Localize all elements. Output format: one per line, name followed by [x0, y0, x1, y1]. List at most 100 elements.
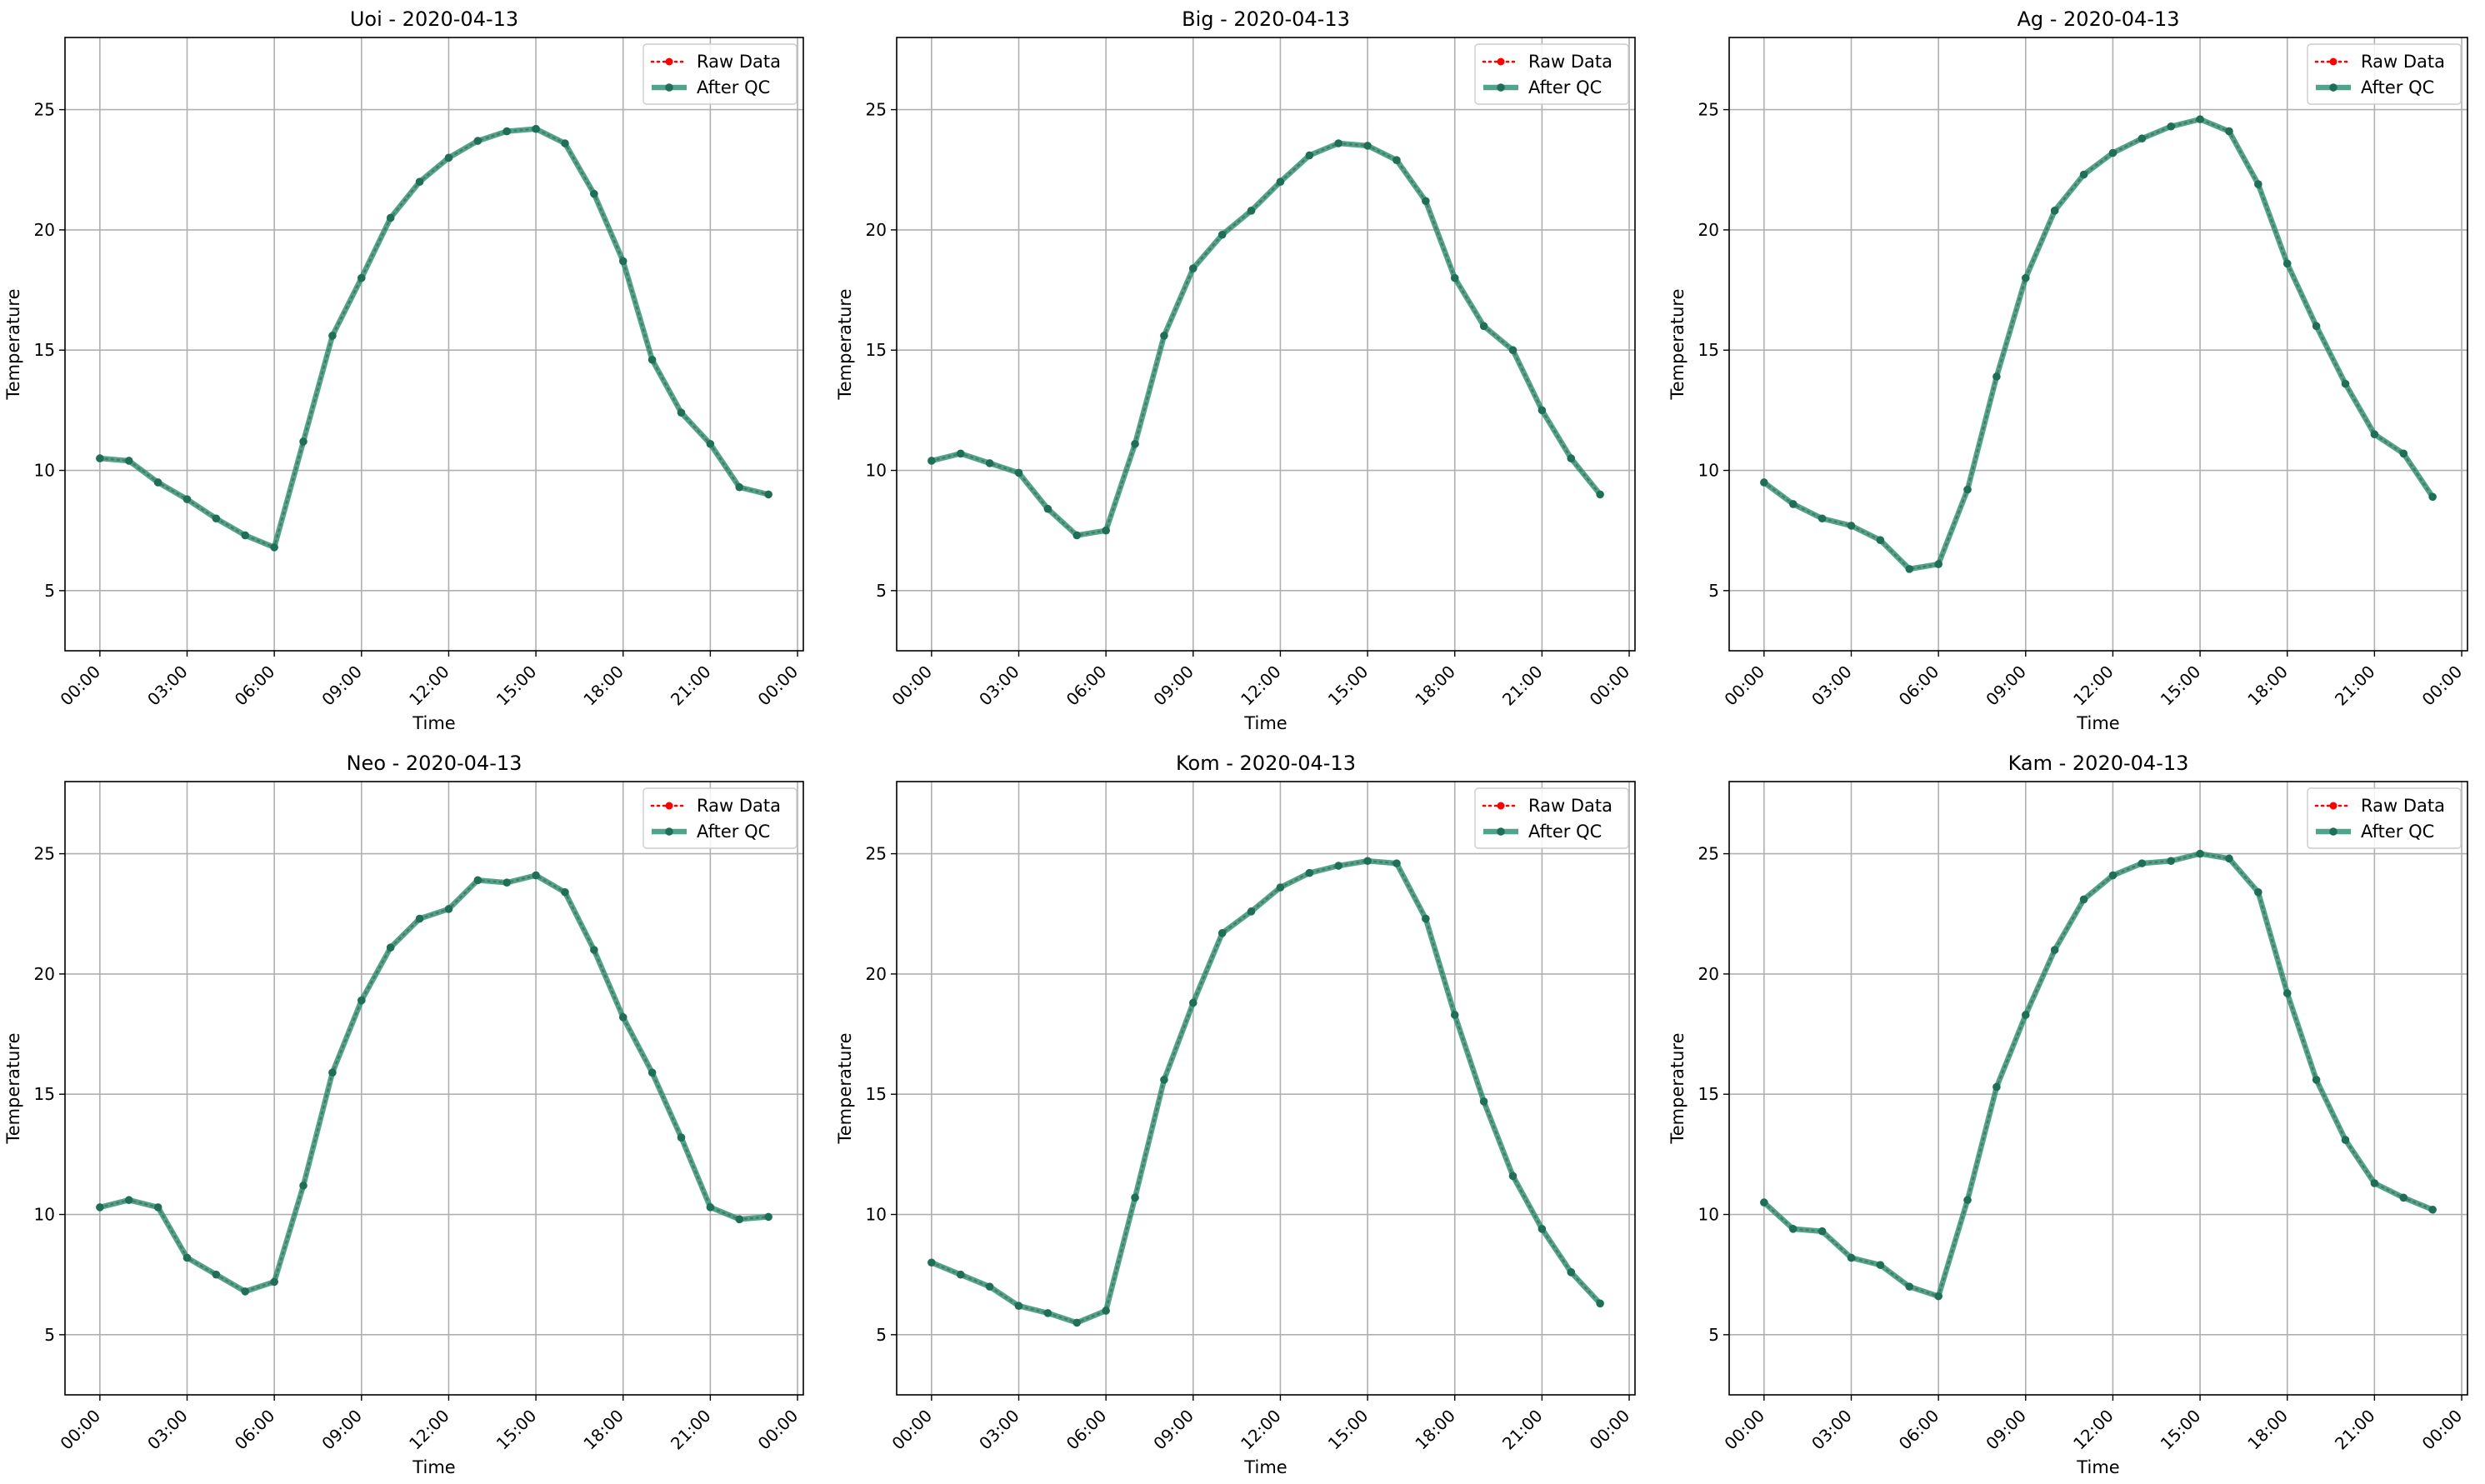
- chart-1-legend-qc-marker: [1497, 83, 1505, 92]
- chart-2-qc-point-15: [2196, 115, 2204, 123]
- chart-3-legend-raw-label: Raw Data: [697, 796, 781, 816]
- chart-3-qc-point-14: [502, 878, 512, 887]
- chart-5-qc-point-6: [1934, 1292, 1942, 1301]
- chart-4-qc-point-10: [1218, 929, 1227, 937]
- chart-0-ytick-label-1: 10: [34, 461, 55, 481]
- chart-1-title: Big - 2020-04-13: [1182, 7, 1350, 31]
- chart-5-qc-point-17: [2254, 887, 2262, 897]
- chart-2-xtick-label-2: 06:00: [1895, 662, 1943, 710]
- chart-3-xtick-label-5: 15:00: [492, 1406, 541, 1454]
- chart-1-ytick-label-0: 5: [876, 581, 887, 601]
- chart-4-xtick-label-4: 12:00: [1237, 1406, 1285, 1454]
- chart-0-qc-point-19: [648, 355, 657, 364]
- chart-1-ytick-label-4: 25: [866, 100, 887, 120]
- chart-3-qc-point-7: [299, 1182, 308, 1190]
- chart-5-title: Kam - 2020-04-13: [2008, 752, 2189, 775]
- chart-4-qc-point-17: [1422, 914, 1430, 923]
- chart-2-qc-point-11: [2079, 170, 2088, 179]
- chart-5-qc-point-11: [2079, 895, 2088, 904]
- chart-4-qc-point-18: [1450, 1011, 1459, 1019]
- chart-3-legend-qc-marker: [665, 827, 673, 836]
- chart-2-legend-qc-marker: [2329, 83, 2338, 92]
- chart-2-qc-point-17: [2254, 180, 2262, 188]
- chart-2-axes-frame: [1728, 37, 2468, 652]
- chart-0-qc-point-16: [561, 139, 569, 147]
- chart-4-qc-point-23: [1596, 1299, 1604, 1308]
- chart-5-xtick-label-4: 12:00: [2069, 1406, 2118, 1454]
- chart-2-xtick-label-6: 18:00: [2243, 662, 2292, 710]
- chart-3-ylabel: Temperature: [3, 1032, 23, 1144]
- chart-2-qc-point-7: [1963, 485, 1972, 494]
- chart-5-qc-point-12: [2108, 871, 2118, 880]
- chart-5-qc-point-3: [1847, 1253, 1856, 1262]
- chart-3: 00:00 03:00 06:00 09:00 12:00 15:00 18:00 21:00…: [3, 752, 804, 1477]
- chart-4-qc-point-11: [1247, 907, 1256, 916]
- chart-0-qc-point-1: [124, 457, 133, 465]
- chart-3-xtick-label-8: 00:00: [754, 1406, 802, 1454]
- chart-3-qc-point-12: [444, 905, 453, 913]
- chart-2-qc-point-22: [2399, 449, 2408, 458]
- chart-1-qc-point-13: [1305, 151, 1314, 160]
- chart-2-xlabel: Time: [2076, 713, 2119, 733]
- chart-0-xtick-label-4: 12:00: [405, 662, 453, 710]
- chart-5: 00:00 03:00 06:00 09:00 12:00 15:00 18:00 21:00…: [1668, 752, 2468, 1477]
- chart-3-xtick-label-2: 06:00: [231, 1406, 279, 1454]
- chart-3-qc-point-2: [153, 1203, 162, 1212]
- chart-1-qc-point-21: [1538, 406, 1547, 415]
- chart-3-ytick-label-3: 20: [34, 964, 55, 984]
- chart-1-xtick-label-7: 21:00: [1498, 662, 1547, 710]
- chart-0-xtick-label-2: 06:00: [231, 662, 279, 710]
- chart-0-ytick-label-3: 20: [34, 220, 55, 240]
- chart-1-xtick-label-0: 00:00: [888, 662, 936, 710]
- chart-2-qc-point-8: [1992, 372, 2001, 381]
- chart-4-xtick-label-6: 18:00: [1411, 1406, 1459, 1454]
- chart-1-qc-point-1: [956, 449, 965, 458]
- chart-2-xtick-label-3: 09:00: [1982, 662, 2030, 710]
- chart-3-qc-point-22: [735, 1215, 744, 1224]
- chart-5-series-raw-line: [1762, 852, 2434, 1298]
- chart-4-ytick-label-3: 20: [866, 964, 887, 984]
- chart-5-xtick-label-8: 00:00: [2418, 1406, 2467, 1454]
- chart-5-qc-point-14: [2167, 857, 2176, 866]
- chart-2-qc-point-20: [2341, 379, 2350, 388]
- chart-3-series-raw-line: [98, 874, 770, 1293]
- chart-4-qc-point-2: [985, 1282, 994, 1291]
- chart-4-ytick-label-2: 15: [866, 1084, 887, 1104]
- chart-0-qc-point-15: [532, 124, 540, 133]
- chart-1-qc-point-17: [1422, 197, 1430, 206]
- chart-2-qc-point-3: [1847, 522, 1856, 530]
- chart-3-qc-point-17: [590, 946, 598, 954]
- chart-4-legend-raw-label: Raw Data: [1528, 796, 1612, 816]
- chart-5-qc-point-4: [1876, 1261, 1885, 1269]
- chart-5-axes-frame: [1728, 781, 2468, 1396]
- chart-4-qc-point-21: [1538, 1225, 1547, 1233]
- chart-1-qc-point-12: [1276, 177, 1285, 186]
- chart-5-series-qc-line: [1761, 851, 2436, 1299]
- chart-2-qc-point-4: [1876, 536, 1885, 545]
- chart-5-qc-point-19: [2312, 1076, 2321, 1084]
- chart-2-qc-point-19: [2312, 322, 2321, 331]
- chart-0-xtick-label-6: 18:00: [579, 662, 628, 710]
- chart-0-qc-point-5: [241, 531, 250, 540]
- chart-4-legend: Raw Data After QC: [1474, 787, 1629, 849]
- chart-5-legend-raw-marker: [2329, 802, 2338, 810]
- chart-4-qc-point-4: [1043, 1309, 1052, 1317]
- chart-4-xtick-label-7: 21:00: [1498, 1406, 1547, 1454]
- chart-2-ytick-label-4: 25: [1698, 100, 1719, 120]
- chart-3-title: Neo - 2020-04-13: [347, 752, 522, 775]
- chart-0-legend: Raw Data After QC: [642, 43, 798, 105]
- chart-2-qc-point-18: [2282, 259, 2292, 268]
- chart-2-qc-point-5: [1905, 565, 1914, 573]
- chart-4-legend-qc-label: After QC: [1528, 822, 1602, 842]
- chart-3-qc-point-23: [764, 1212, 772, 1222]
- chart-1-qc-point-6: [1102, 526, 1110, 535]
- chart-3-qc-point-6: [270, 1277, 278, 1287]
- chart-1-legend: Raw Data After QC: [1474, 43, 1629, 105]
- chart-3-qc-point-21: [706, 1203, 715, 1212]
- chart-4-qc-point-14: [1334, 862, 1343, 870]
- chart-2-qc-point-12: [2108, 148, 2118, 157]
- chart-2-qc-point-2: [1818, 514, 1827, 523]
- chart-3-ytick-label-4: 25: [34, 844, 55, 864]
- chart-2-ylabel: Temperature: [1668, 288, 1688, 400]
